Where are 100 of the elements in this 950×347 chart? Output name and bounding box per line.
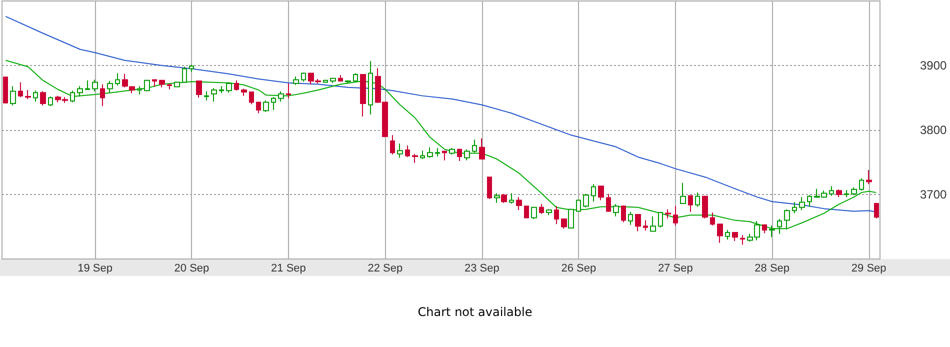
candlestick [874, 202, 879, 219]
candlestick [420, 150, 425, 160]
candlestick [732, 232, 738, 242]
candlestick [650, 216, 656, 232]
x-tick-label: 22 Sep [368, 262, 403, 274]
candlestick [70, 90, 75, 103]
candlestick [851, 186, 857, 196]
candlestick [680, 182, 686, 204]
candlestick [836, 188, 842, 198]
candlestick [174, 81, 180, 88]
candlestick [531, 206, 537, 220]
candlestick [829, 186, 834, 196]
candlestick [479, 138, 485, 160]
x-tick-label: 21 Sep [271, 262, 306, 274]
candlestick [129, 86, 135, 94]
x-tick-label: 26 Sep [561, 262, 596, 274]
y-tick-label: 3700 [920, 188, 948, 202]
candlestick [234, 80, 239, 92]
candlestick [3, 76, 8, 104]
candlestick [100, 84, 105, 107]
candlestick [583, 193, 589, 208]
candlestick [25, 90, 31, 100]
candlestick [539, 204, 544, 214]
candlestick [353, 72, 358, 82]
candlestick [658, 211, 663, 228]
candlestick [807, 194, 812, 208]
candlestick [554, 206, 559, 225]
line-series [5, 16, 877, 212]
candlestick [665, 208, 671, 219]
candlestick [487, 176, 492, 200]
candlestick [286, 83, 291, 99]
candlestick [717, 224, 723, 244]
candlestick [122, 73, 128, 88]
y-tick-label: 3900 [920, 58, 948, 72]
candlestick [695, 192, 700, 208]
candlestick [271, 96, 276, 111]
candlestick [628, 211, 633, 226]
candlestick [412, 153, 418, 164]
candlestick [442, 150, 447, 161]
candlestick [576, 199, 581, 212]
candlestick [211, 88, 217, 102]
candlestick [725, 229, 730, 240]
candlestick [472, 139, 477, 154]
candlestick [792, 202, 797, 214]
candlestick [48, 96, 53, 107]
candlestick [464, 148, 470, 161]
candlestick [18, 82, 23, 98]
candlestick [152, 79, 157, 88]
candlestick [301, 72, 306, 82]
x-tick-label: 19 Sep [78, 262, 112, 274]
candlestick [613, 204, 619, 217]
candlestick [457, 148, 462, 162]
candlestick [390, 134, 395, 156]
candlestick [784, 208, 790, 230]
candlestick [182, 66, 187, 84]
candlestick [115, 72, 120, 86]
x-tick-label: 27 Sep [658, 262, 693, 274]
candlestick [249, 91, 254, 105]
candlestick [293, 76, 299, 86]
candlestick [33, 90, 38, 102]
candlestick [167, 83, 172, 90]
candlestick [189, 64, 194, 72]
candlestick [278, 90, 284, 102]
candlestick [501, 193, 507, 204]
line-series [5, 60, 877, 230]
candlestick [673, 206, 678, 226]
candlestick [427, 146, 433, 158]
candlestick [799, 196, 805, 210]
candlestick [494, 192, 500, 204]
candlestick [345, 80, 351, 84]
candlestick [368, 60, 373, 116]
candlestick [859, 178, 864, 192]
candlestick [405, 144, 410, 158]
y-tick-label: 3800 [920, 123, 948, 137]
candlestick [606, 193, 611, 212]
candlestick [591, 184, 596, 202]
candlestick [435, 148, 440, 157]
candlestick [702, 195, 708, 219]
candlestick [219, 86, 224, 94]
candlestick [546, 208, 552, 216]
candlestick [844, 189, 849, 198]
candlestick [866, 169, 872, 185]
candlestick [256, 102, 261, 114]
candlestick [77, 86, 83, 97]
x-tick-label: 28 Sep [754, 262, 790, 274]
candlestick [263, 100, 269, 112]
candlestick [598, 186, 604, 201]
candlestick [524, 204, 529, 219]
candlestick [159, 80, 165, 88]
candlestick [196, 80, 202, 98]
x-tick-label: 29 Sep [851, 262, 886, 274]
candlestick [762, 224, 767, 234]
candlestick [330, 78, 336, 84]
candlestick [92, 79, 98, 92]
candlestick [338, 74, 343, 82]
candlestick [360, 74, 366, 117]
candlestick [740, 234, 745, 246]
candlestick [10, 86, 16, 106]
candlestick [516, 196, 522, 210]
x-tick-label: 23 Sep [464, 262, 500, 274]
